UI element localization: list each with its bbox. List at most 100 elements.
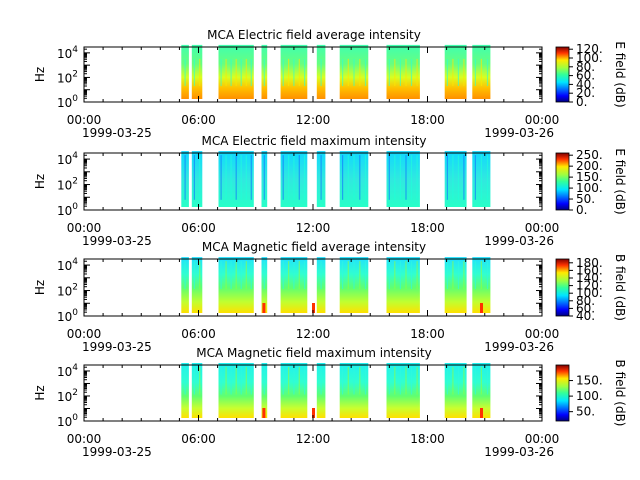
data-texture: [359, 367, 361, 395]
data-texture: [288, 58, 290, 86]
y-tick-label: 102: [57, 388, 78, 404]
data-texture: [486, 58, 489, 86]
data-texture: [235, 367, 237, 395]
colorbar-tick-label: 40.: [576, 309, 595, 323]
x-tick-label: 00:00: [67, 221, 102, 235]
data-texture: [474, 58, 476, 86]
colorbar-tick-label: 120.: [576, 42, 603, 56]
data-texture: [304, 155, 306, 200]
data-texture: [457, 58, 459, 86]
colorbar: [555, 258, 570, 317]
data-texture: [486, 261, 489, 290]
colorbar-tick-label: 150.: [576, 374, 603, 388]
data-texture: [353, 58, 355, 86]
data-texture: [342, 155, 344, 200]
data-texture: [452, 367, 454, 395]
data-texture: [399, 367, 401, 395]
data-texture: [399, 155, 401, 200]
data-texture: [282, 155, 284, 200]
y-tick-label: 104: [57, 257, 78, 273]
data-texture: [446, 58, 448, 86]
x-tick-label: 00:00: [67, 113, 102, 127]
data-band: [444, 363, 467, 418]
x-tick-label: 18:00: [410, 113, 445, 127]
data-texture: [347, 261, 349, 290]
data-texture: [263, 155, 265, 200]
data-texture: [364, 58, 367, 86]
data-texture: [320, 261, 322, 290]
data-band: [444, 257, 467, 313]
colorbar-tick-label: 160.: [576, 263, 603, 277]
data-texture: [486, 367, 489, 395]
x-tick-label: 00:00: [525, 432, 560, 446]
data-texture: [250, 155, 252, 200]
y-tick-label: 102: [57, 69, 78, 85]
y-tick-label: 102: [57, 177, 78, 193]
data-texture: [240, 261, 242, 290]
data-texture: [288, 261, 290, 290]
colorbar-tick-label: 50.: [576, 405, 595, 419]
data-texture: [235, 155, 237, 200]
colorbar-tick-label: 20.: [576, 86, 595, 100]
x-tick-label: 06:00: [181, 432, 216, 446]
data-texture: [474, 155, 476, 200]
data-band: [386, 257, 420, 313]
x-tick-label: 12:00: [296, 432, 331, 446]
data-texture: [394, 155, 396, 200]
data-burst: [262, 408, 266, 418]
data-band: [444, 44, 467, 99]
data-texture: [474, 261, 476, 290]
panel-title: MCA Magnetic field average intensity: [202, 240, 426, 254]
data-texture: [347, 367, 349, 395]
data-texture: [486, 155, 489, 200]
data-texture: [320, 367, 322, 395]
data-texture: [364, 261, 367, 290]
data-texture: [480, 367, 482, 395]
data-texture: [353, 261, 355, 290]
end-date-label: 1999-03-26: [484, 340, 554, 354]
data-texture: [220, 58, 222, 86]
data-texture: [480, 58, 482, 86]
colorbar: [555, 364, 570, 422]
data-texture: [388, 367, 390, 395]
data-texture: [405, 155, 407, 200]
data-texture: [405, 261, 407, 290]
data-texture: [388, 155, 390, 200]
data-texture: [359, 155, 361, 200]
colorbar-tick-label: 120.: [576, 279, 603, 293]
data-texture: [298, 155, 300, 200]
panel-title: MCA Electric field average intensity: [207, 28, 421, 42]
data-texture: [250, 58, 252, 86]
data-texture: [359, 58, 361, 86]
data-band: [444, 151, 467, 207]
data-texture: [263, 367, 265, 395]
y-tick-label: 100: [57, 308, 78, 324]
data-texture: [263, 58, 265, 86]
data-texture: [282, 261, 284, 290]
data-texture: [245, 155, 247, 200]
data-texture: [364, 155, 367, 200]
data-texture: [193, 155, 195, 200]
data-texture: [394, 58, 396, 86]
data-texture: [359, 261, 361, 290]
data-texture: [199, 155, 201, 200]
colorbar-tick-label: 140.: [576, 271, 603, 285]
end-date-label: 1999-03-26: [484, 445, 554, 459]
data-texture: [240, 155, 242, 200]
data-texture: [353, 367, 355, 395]
data-texture: [288, 367, 290, 395]
data-texture: [388, 261, 390, 290]
data-texture: [452, 261, 454, 290]
data-texture: [263, 261, 265, 290]
data-texture: [184, 58, 186, 86]
start-date-label: 1999-03-25: [82, 445, 152, 459]
x-tick-label: 06:00: [181, 113, 216, 127]
data-texture: [405, 367, 407, 395]
data-texture: [225, 155, 227, 200]
data-texture: [220, 261, 222, 290]
colorbar-label: E field (dB): [613, 148, 627, 214]
colorbar-label: B field (dB): [613, 360, 627, 427]
y-axis-label: Hz: [33, 174, 47, 189]
panel-4: MCA Magnetic field maximum intensity Hz 10…: [33, 346, 627, 459]
